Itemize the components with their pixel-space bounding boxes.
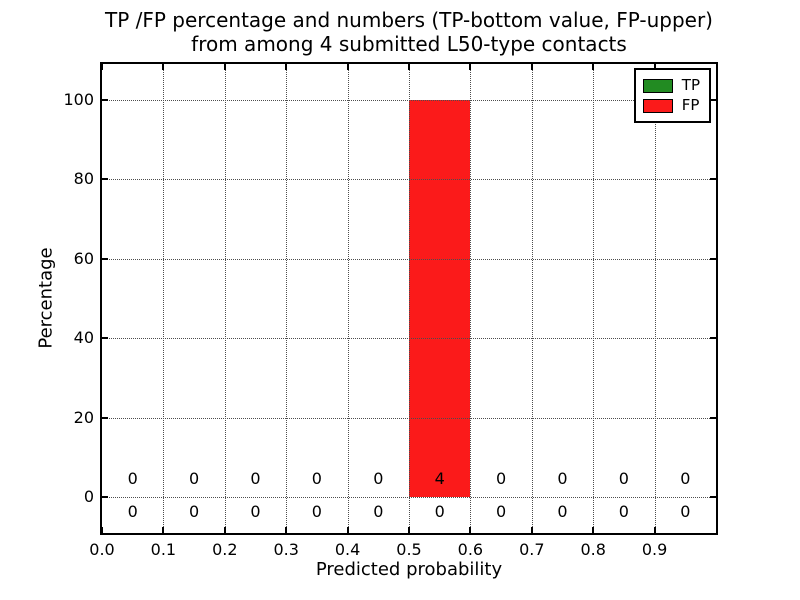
tp-count-label: 0 [250, 502, 261, 522]
fp-count-label: 0 [250, 469, 261, 489]
y-tick-mark-right [710, 178, 716, 181]
y-tick-label: 80 [73, 169, 94, 189]
gridline-horizontal [102, 99, 716, 101]
x-tick-mark-bottom [285, 527, 288, 533]
x-tick-mark-bottom [101, 527, 103, 533]
fp-count-label: 0 [557, 469, 568, 489]
y-tick-mark-right [710, 257, 716, 260]
fp-count-label: 0 [496, 469, 507, 489]
legend-item-fp: FP [642, 96, 700, 114]
gridline-horizontal [102, 179, 716, 181]
x-axis-label: Predicted probability [315, 559, 503, 580]
fp-count-label: 0 [618, 469, 629, 489]
chart-title-line-1: TP /FP percentage and numbers (TP-bottom… [105, 8, 713, 32]
y-tick-label: 60 [73, 248, 94, 268]
tp-count-label: 0 [127, 502, 138, 522]
fp-count-label: 0 [680, 469, 691, 489]
gridline-horizontal [102, 258, 716, 260]
tp-count-label: 0 [557, 502, 568, 522]
gridline-vertical [286, 64, 288, 533]
gridline-vertical [409, 64, 410, 533]
legend: TP FP [633, 68, 711, 123]
gridline-horizontal [102, 338, 716, 340]
x-tick-mark-bottom [530, 527, 533, 533]
gridline-vertical [163, 64, 165, 533]
y-tick-mark-left [102, 257, 108, 260]
x-tick-mark-top [223, 64, 226, 70]
y-tick-mark-left [102, 178, 108, 181]
tp-count-label: 0 [373, 502, 384, 522]
y-tick-mark-left [102, 98, 108, 101]
fp-count-label: 0 [373, 469, 384, 489]
tp-color-swatch [642, 78, 673, 93]
chart-title: TP /FP percentage and numbers (TP-bottom… [100, 8, 718, 56]
tp-count-label: 0 [311, 502, 322, 522]
x-tick-mark-bottom [223, 527, 226, 533]
y-tick-mark-right [710, 496, 716, 499]
gridline-vertical [224, 64, 226, 533]
x-tick-mark-bottom [346, 527, 349, 533]
y-tick-mark-right [710, 337, 716, 340]
x-tick-label: 0.2 [212, 540, 238, 559]
x-tick-label: 0.3 [273, 540, 299, 559]
x-tick-mark-top [653, 64, 656, 70]
y-tick-mark-right [710, 416, 716, 419]
x-tick-mark-top [162, 64, 165, 70]
gridline-vertical [593, 64, 595, 533]
tp-count-label: 0 [618, 502, 629, 522]
legend-label-fp: FP [681, 96, 700, 114]
x-tick-mark-bottom [592, 527, 595, 533]
y-tick-label: 0 [83, 487, 94, 507]
x-tick-mark-top [285, 64, 288, 70]
x-tick-label: 0.5 [396, 540, 422, 559]
x-tick-label: 0.8 [580, 540, 606, 559]
y-tick-mark-right [710, 98, 716, 101]
x-tick-mark-bottom [408, 527, 410, 533]
gridline-horizontal [102, 497, 716, 499]
x-tick-mark-bottom [653, 527, 656, 533]
tp-count-label: 0 [189, 502, 200, 522]
x-tick-label: 0.6 [457, 540, 484, 559]
gridline-vertical [531, 64, 533, 533]
y-tick-label: 40 [73, 328, 94, 348]
fp-count-label: 4 [434, 469, 445, 489]
gridline-vertical [347, 64, 349, 533]
x-tick-label: 0.9 [641, 540, 668, 559]
gridline-vertical [470, 64, 472, 533]
y-tick-mark-left [102, 337, 108, 340]
x-tick-label: 0.1 [150, 540, 177, 559]
x-tick-mark-top [101, 64, 103, 70]
gridline-horizontal [102, 417, 716, 419]
tp-count-label: 0 [680, 502, 691, 522]
plot-area: TP FP 0.0 0.1 0.2 0.3 0.4 0.5 0.6 0.7 0.8 0.9 0 20 4… [63, 62, 718, 559]
tp-count-label: 0 [496, 502, 507, 522]
x-tick-mark-bottom [469, 527, 472, 533]
gridline-vertical [654, 64, 656, 533]
y-tick-mark-left [102, 496, 108, 499]
x-tick-mark-top [530, 64, 533, 70]
x-tick-mark-bottom [162, 527, 165, 533]
x-tick-mark-top [408, 64, 410, 70]
fp-count-label: 0 [189, 469, 200, 489]
tp-count-label: 0 [434, 502, 445, 522]
x-tick-mark-top [469, 64, 472, 70]
y-tick-mark-left [102, 416, 108, 419]
legend-item-tp: TP [642, 76, 700, 94]
x-tick-label: 0.4 [334, 540, 361, 559]
x-tick-mark-top [346, 64, 349, 70]
x-tick-mark-top [592, 64, 595, 70]
y-tick-label: 100 [63, 89, 94, 109]
chart-title-line-2: from among 4 submitted L50-type contacts [191, 32, 627, 56]
fp-bar [409, 99, 471, 498]
x-tick-label: 0.0 [89, 540, 115, 559]
y-tick-label: 20 [73, 407, 94, 427]
fp-count-label: 0 [127, 469, 138, 489]
fp-color-swatch [642, 98, 673, 113]
fp-count-label: 0 [311, 469, 322, 489]
x-tick-label: 0.7 [519, 540, 545, 559]
legend-label-tp: TP [681, 76, 700, 94]
